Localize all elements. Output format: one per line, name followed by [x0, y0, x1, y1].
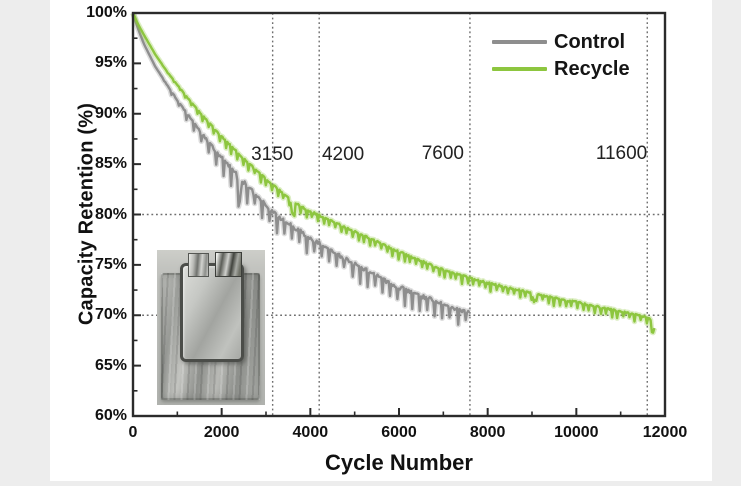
y-tick-label: 70% — [94, 306, 127, 324]
y-tick-label: 65% — [94, 356, 127, 374]
x-tick-label: 8000 — [469, 424, 506, 441]
pouch-tab-right — [215, 252, 242, 277]
x-tick-label: 6000 — [381, 424, 417, 441]
recycle-line-sample-icon — [492, 66, 547, 71]
pouch-tab-left — [188, 253, 209, 277]
x-tick-label: 12000 — [642, 424, 688, 441]
legend-item-recycle: Recycle — [492, 55, 630, 82]
y-tick-label: 80% — [94, 205, 127, 223]
y-tick-label: 75% — [94, 255, 127, 273]
pouch-cell-core — [180, 263, 244, 362]
x-tick-label: 2000 — [203, 424, 240, 441]
control-series-line — [131, 12, 471, 326]
x-tick-label: 0 — [128, 424, 138, 441]
annotation-11600: 11600 — [595, 143, 648, 165]
y-tick-label: 90% — [94, 104, 127, 122]
battery-photo-inset — [157, 250, 265, 405]
y-tick-label: 60% — [94, 407, 127, 424]
x-tick-label: 4000 — [292, 424, 329, 441]
annotation-7600: 7600 — [421, 143, 465, 165]
x-axis-title: Cycle Number — [325, 450, 473, 475]
y-tick-label: 95% — [94, 54, 127, 72]
recycle-series-line — [131, 12, 656, 334]
legend-label-control: Control — [554, 30, 626, 53]
x-tick-label: 10000 — [554, 424, 599, 441]
annotation-4200: 4200 — [321, 144, 365, 166]
legend: Control Recycle — [492, 28, 630, 82]
annotation-3150: 3150 — [251, 144, 294, 166]
legend-label-recycle: Recycle — [554, 57, 630, 80]
y-tick-label: 85% — [94, 155, 127, 173]
control-line-sample-icon — [492, 39, 547, 44]
legend-item-control: Control — [492, 28, 630, 55]
y-tick-label: 100% — [86, 4, 127, 21]
